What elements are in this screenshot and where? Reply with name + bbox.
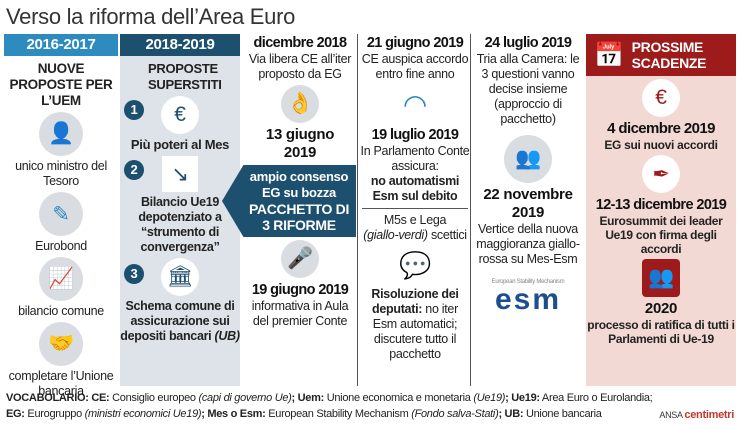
event-text-bold: Risoluzione dei deputati:: [371, 287, 459, 316]
vocab-note: (Fondo salva-Stati): [411, 408, 499, 420]
event-date: 22 novembre 2019: [483, 186, 573, 221]
number-badge: 1: [124, 100, 144, 120]
column-subtitle: NUOVE PROPOSTE PER L’UEM: [9, 61, 113, 108]
centimetri-logo: centimetri: [684, 409, 734, 421]
column-timeline-1: dicembre 2018 Via libera CE all’iter pro…: [222, 34, 356, 386]
leaders-icon: 👥: [642, 259, 680, 297]
vocab-definition: Eurogruppo: [24, 408, 85, 420]
podium-speaker-icon: 🎤: [281, 240, 319, 278]
event-text: processo di ratifica di tutti i Parlamen…: [587, 318, 735, 346]
vocabulary-line: EG: Eurogruppo (ministri economici Ue19)…: [6, 406, 656, 422]
event-text: no iter Esm automatici; discutere tutto …: [372, 302, 458, 361]
deadlines-header: 📅 PROSSIME SCADENZE: [586, 34, 736, 76]
growth-chart-icon: 📈: [39, 257, 83, 301]
vocab-note: (Ue19): [473, 392, 506, 404]
divider: [470, 34, 471, 386]
declining-chart-icon: ↘: [162, 156, 198, 192]
ok-hand-icon: 👌: [281, 85, 319, 123]
speech-bubbles-icon: 💬: [398, 249, 432, 280]
event-date: 19 giugno 2019: [251, 282, 349, 298]
vocab-definition: Unione economica e monetaria: [323, 392, 474, 404]
vocab-definition: Unione bancaria: [523, 408, 602, 420]
event-text: Via libera CE all’iter proposto da EG: [248, 52, 352, 81]
event-text: Vertice della nuova maggioranza giallo-r…: [476, 222, 580, 266]
column-upcoming-deadlines: 📅 PROSSIME SCADENZE € 4 dicembre 2019 EG…: [586, 34, 736, 386]
parliament-hemicycle-icon: ◠: [402, 88, 428, 120]
event-text-italic: (giallo-verdi): [363, 228, 428, 242]
event-text: scettici: [430, 228, 467, 242]
event-date: 4 dicembre 2019: [607, 120, 715, 137]
ansa-logo: ANSA: [659, 410, 683, 420]
column-timeline-3: 24 luglio 2019 Tria alla Camera: le 3 qu…: [473, 34, 583, 386]
arrow-text: ampio consenso EG su bozza: [249, 169, 349, 200]
event-date: 2020: [644, 300, 678, 317]
minister-euro-icon: 👤: [39, 112, 83, 156]
proposal-tag: (UB): [214, 329, 240, 343]
vocabulary-legend: VOCABOLARIO: CE: Consiglio europeo (capi…: [6, 390, 656, 422]
column-header: 2016-2017: [4, 34, 118, 56]
proposal-item: completare l’Unione bancaria: [8, 369, 114, 398]
proposal-item: Eurobond: [35, 239, 87, 253]
divider: [362, 208, 468, 209]
column-header: PROSSIME SCADENZE: [631, 39, 707, 71]
event-text: M5s e Lega: [383, 213, 447, 227]
column-2016-2017: 2016-2017 NUOVE PROPOSTE PER L’UEM 👤 uni…: [4, 34, 118, 398]
handshake-icon: 🤝: [39, 322, 83, 366]
source-credit: ANSA centimetri: [659, 409, 734, 421]
vocab-term: VOCABOLARIO:: [6, 392, 92, 404]
divider: [357, 34, 358, 386]
proposal-item: Più poteri al Mes: [130, 137, 230, 152]
vocab-definition: Area Euro o Eurolandia;: [539, 392, 653, 404]
vocab-term: EG:: [6, 408, 25, 420]
event-text: CE auspica accordo entro fine anno: [361, 52, 469, 81]
vocab-term: ; Ue19:: [505, 392, 540, 404]
vocab-term: CE:: [91, 392, 110, 404]
event-date: 21 giugno 2019: [366, 35, 464, 51]
vocab-term: ; UB:: [498, 408, 524, 420]
hands-money-bag-icon: €: [161, 96, 199, 134]
event-text: informativa in Aula del premier Conte: [251, 299, 349, 328]
event-date: 24 luglio 2019: [484, 35, 572, 51]
vocab-term: ; Mes o Esm:: [201, 408, 266, 420]
event-text: Tria alla Camera: le 3 questioni vanno d…: [476, 52, 580, 126]
event-date: dicembre 2018: [253, 35, 348, 51]
vocab-note: (capi di governo Ue): [198, 392, 292, 404]
event-text: EG sui nuovi accordi: [604, 138, 718, 152]
vocab-definition: Consiglio europeo: [109, 392, 199, 404]
proposal-item: unico ministro del Tesoro: [15, 159, 107, 188]
vocab-note: (ministri economici Ue19): [84, 408, 202, 420]
vocab-definition: European Stability Mechanism: [265, 408, 412, 420]
proposal-item: bilancio comune: [18, 304, 104, 318]
cheque-pen-icon: ✎: [39, 192, 83, 236]
esm-logo: esm: [494, 283, 562, 316]
fountain-pen-icon: ✒: [642, 155, 680, 193]
column-2018-2019: 2018-2019 PROPOSTE SUPERSTITI 1 € Più po…: [120, 34, 240, 386]
event-date: 13 giugno 2019: [265, 126, 335, 161]
group-people-icon: 👥: [504, 135, 552, 183]
column-header: 2018-2019: [120, 34, 240, 56]
vocab-term: ; Uem:: [291, 392, 325, 404]
bank-lock-icon: 🏛: [161, 258, 199, 296]
column-timeline-2: 21 giugno 2019 CE auspica accordo entro …: [360, 34, 470, 386]
number-badge: 2: [124, 160, 144, 180]
esm-logo-caption: European Stability Mechanism: [491, 279, 565, 285]
proposal-item: Schema comune di assicurazione sui depos…: [120, 299, 235, 343]
euro-stars-icon: €: [642, 79, 680, 117]
event-text: In Parlamento Conte assicura:: [360, 144, 470, 173]
event-text: Eurosummit dei leader Ue19 con firma deg…: [599, 214, 723, 256]
calendar-icon: 📅: [594, 41, 624, 69]
column-subtitle: PROPOSTE SUPERSTITI: [148, 61, 222, 92]
event-text-bold: no automatismi Esm sul debito: [370, 174, 460, 203]
proposal-item: Bilancio Ue19 depotenziato a “strumento …: [138, 195, 222, 254]
vocabulary-line: VOCABOLARIO: CE: Consiglio europeo (capi…: [6, 390, 656, 406]
infographic-title: Verso la riforma dell’Area Euro: [6, 4, 296, 29]
event-date: 19 luglio 2019: [371, 127, 459, 143]
package-arrow: ampio consenso EG su bozza PACCHETTO DI …: [222, 165, 356, 237]
number-badge: 3: [124, 264, 144, 284]
event-date: 12-13 dicembre 2019: [595, 197, 727, 213]
arrow-highlight: PACCHETTO DI 3 RIFORME: [248, 201, 350, 233]
